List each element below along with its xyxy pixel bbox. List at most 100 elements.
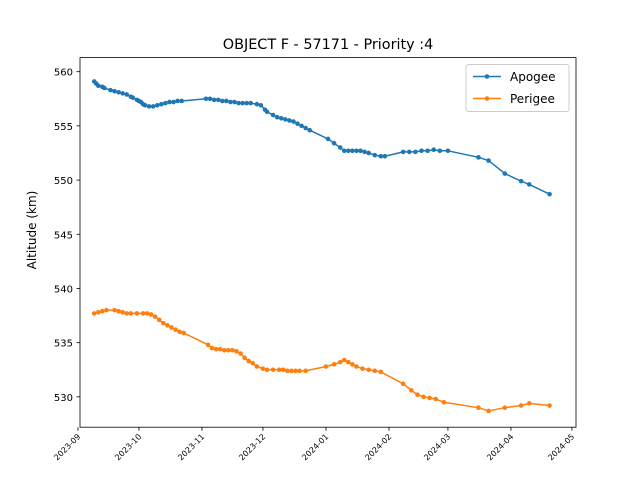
perigee-point — [128, 311, 134, 316]
perigee-point — [409, 388, 414, 393]
perigee-point — [285, 368, 290, 374]
y-axis-label: Altitude (km) — [25, 191, 39, 270]
perigee-point — [264, 367, 270, 373]
apogee-point — [431, 147, 437, 153]
apogee-point — [325, 136, 331, 142]
apogee-point — [175, 98, 180, 104]
perigee-point — [323, 364, 329, 369]
y-tick-label: 560 — [54, 68, 73, 79]
y-axis-ticks: 530 535 540 545 550 555 560 — [54, 68, 80, 404]
apogee-point — [146, 104, 152, 109]
apogee-point — [350, 148, 355, 154]
apogee-point — [358, 148, 363, 154]
perigee-point — [526, 401, 532, 406]
apogee-point — [303, 125, 308, 131]
apogee-point — [254, 101, 260, 107]
perigee-point — [421, 394, 426, 400]
perigee-point — [400, 381, 406, 387]
y-tick-label: 540 — [54, 284, 73, 295]
perigee-point — [254, 364, 260, 369]
apogee-point — [102, 85, 107, 91]
perigee-point — [169, 325, 174, 330]
apogee-point — [476, 155, 481, 160]
y-tick-label: 555 — [54, 122, 73, 133]
perigee-point — [91, 311, 97, 316]
apogee-point — [486, 158, 491, 163]
perigee-point — [486, 408, 491, 414]
apogee-point — [274, 114, 280, 120]
perigee-point — [427, 395, 432, 401]
perigee-point — [476, 405, 481, 410]
perigee-point — [222, 347, 227, 353]
perigee-point — [230, 347, 235, 353]
apogee-point — [248, 100, 254, 106]
perigee-point — [441, 399, 447, 405]
y-tick-label: 535 — [54, 339, 73, 350]
apogee-point — [547, 191, 552, 197]
apogee-point — [211, 97, 217, 103]
perigee-point — [276, 367, 282, 373]
apogee-point — [407, 149, 412, 155]
apogee-point — [224, 98, 229, 104]
perigee-point — [238, 351, 243, 356]
perigee-point — [181, 330, 186, 336]
apogee-point — [236, 100, 241, 106]
apogee-point — [337, 145, 343, 150]
apogee-point — [244, 100, 249, 106]
perigee-point — [346, 359, 351, 365]
perigee-point — [270, 367, 276, 373]
perigee-point — [289, 368, 294, 374]
apogee-point — [120, 91, 125, 96]
perigee-point — [354, 364, 359, 369]
perigee-point — [209, 345, 215, 351]
perigee-point — [415, 392, 420, 397]
perigee-point — [433, 396, 439, 402]
perigee-point — [341, 357, 347, 363]
apogee-point — [295, 121, 300, 127]
apogee-point — [203, 96, 209, 102]
apogee-point — [142, 102, 148, 108]
apogee-point — [400, 149, 406, 155]
apogee-point — [287, 118, 292, 123]
apogee-point — [331, 140, 337, 146]
perigee-point — [104, 307, 109, 313]
apogee-point — [362, 149, 367, 155]
perigee-point — [350, 362, 355, 367]
apogee-point — [116, 89, 121, 95]
apogee-point — [220, 98, 225, 104]
apogee-point — [382, 153, 388, 159]
apogee-point — [413, 149, 418, 155]
apogee-point — [159, 101, 164, 107]
perigee-point — [234, 349, 239, 354]
perigee-point — [226, 347, 231, 353]
apogee-point — [112, 88, 117, 94]
apogee-point — [372, 152, 378, 158]
perigee-point — [96, 310, 101, 315]
apogee-point — [283, 117, 288, 122]
perigee-point — [547, 403, 552, 408]
perigee-legend-marker — [484, 96, 490, 101]
perigee-point — [205, 342, 211, 348]
perigee-point — [177, 329, 182, 335]
perigee-point — [140, 311, 146, 316]
perigee-point — [120, 310, 125, 315]
perigee-point — [134, 311, 140, 316]
perigee-point — [148, 312, 154, 317]
perigee-point — [173, 327, 178, 332]
apogee-point — [167, 99, 172, 105]
apogee-legend-marker — [484, 74, 490, 79]
plot-series — [91, 79, 552, 414]
perigee-point — [246, 358, 252, 364]
perigee-point — [124, 311, 130, 316]
axes-frame — [79, 57, 577, 428]
apogee-point — [341, 148, 347, 154]
apogee-point — [179, 98, 184, 104]
perigee-point — [165, 323, 170, 328]
y-tick-label: 550 — [54, 176, 73, 187]
apogee-point — [171, 99, 176, 105]
apogee-point — [207, 96, 213, 102]
chart-title: OBJECT F - 57171 - Priority :4 — [223, 37, 433, 53]
apogee-point — [307, 127, 313, 133]
apogee-point — [258, 102, 264, 108]
legend: Apogee Perigee — [465, 64, 570, 112]
